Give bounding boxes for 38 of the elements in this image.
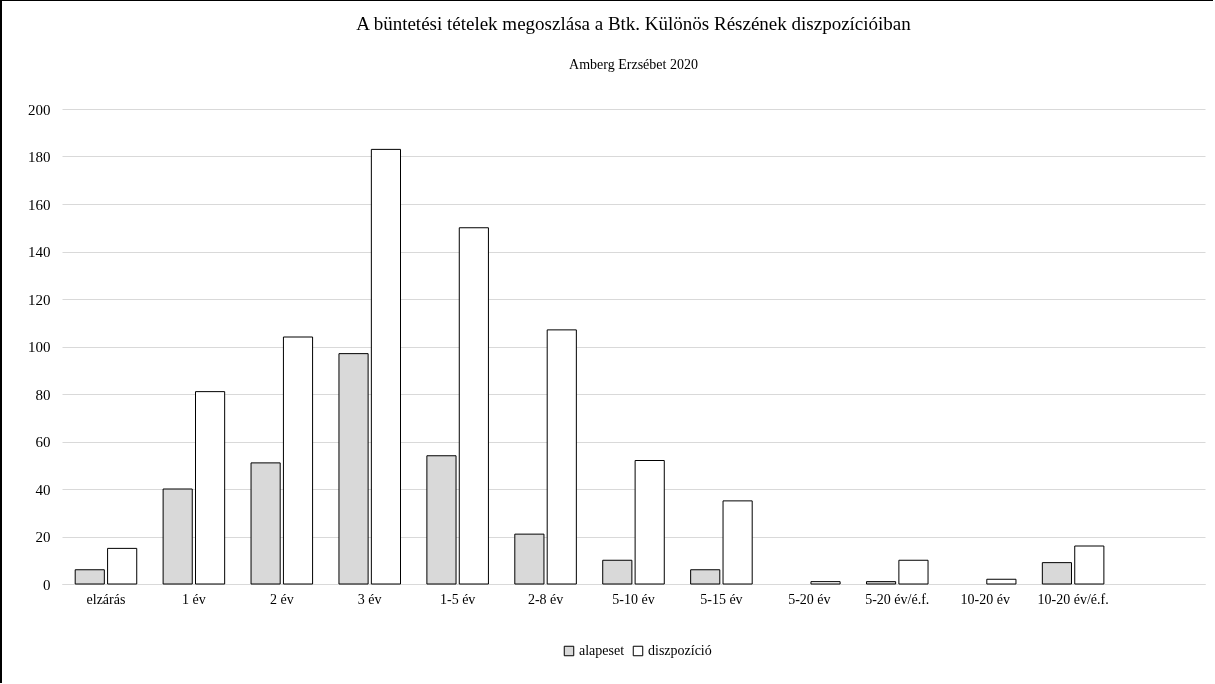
x-tick-label: 2 év (269, 591, 294, 607)
chart-subtitle: Amberg Erzsébet 2020 (569, 57, 698, 72)
chart-title: A büntetési tételek megoszlása a Btk. Különös Részének diszpozícióiban (356, 13, 912, 34)
y-tick-label: 80 (35, 386, 51, 403)
y-tick-label: 180 (28, 149, 51, 165)
bar (986, 578, 1017, 585)
x-tick-label: 5-15 év (700, 591, 743, 607)
x-tick-label: elzárás (86, 591, 126, 607)
bar (282, 336, 314, 585)
x-tick-label: 2-8 év (527, 591, 564, 607)
y-tick-label: 140 (28, 244, 51, 260)
bar (810, 581, 841, 585)
bar (722, 500, 753, 585)
bar (370, 148, 401, 585)
y-tick-label: 20 (35, 529, 51, 545)
bar (458, 227, 489, 585)
x-tick-label: 10-20 év (960, 591, 1010, 607)
y-tick-label: 100 (28, 339, 51, 355)
bar (546, 329, 577, 585)
legend-label: diszpozíció (648, 643, 712, 658)
bar (898, 559, 929, 585)
y-tick-label: 0 (43, 576, 51, 593)
legend-label: alapeset (579, 643, 625, 658)
bar (1074, 545, 1105, 585)
x-tick-label: 3 év (357, 591, 382, 607)
x-tick-label: 10-20 év/é.f. (1037, 591, 1109, 607)
bar (195, 391, 226, 585)
y-tick-label: 160 (28, 196, 51, 213)
y-tick-label: 40 (35, 481, 51, 498)
x-tick-label: 5-20 év (788, 591, 831, 607)
x-tick-label: 1-5 év (439, 591, 476, 607)
y-tick-label: 200 (28, 101, 51, 118)
x-tick-label: 5-20 év/é.f. (865, 591, 930, 607)
y-tick-label: 60 (35, 434, 51, 450)
x-tick-label: 1 év (182, 591, 206, 607)
bar (107, 547, 138, 585)
x-tick-label: 5-10 év (612, 591, 655, 607)
y-tick-label: 120 (28, 291, 51, 308)
